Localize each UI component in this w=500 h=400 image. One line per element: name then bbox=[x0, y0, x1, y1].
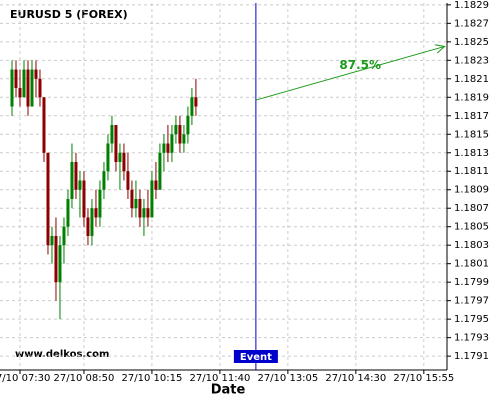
candle-body bbox=[90, 208, 94, 236]
candle-body bbox=[82, 180, 86, 218]
event-box bbox=[233, 350, 278, 363]
candle-body bbox=[158, 152, 162, 190]
candle-body bbox=[114, 125, 118, 163]
y-tick-label: 1.1827 bbox=[454, 18, 489, 29]
candle-body bbox=[186, 115, 190, 135]
y-tick-label: 1.1817 bbox=[454, 111, 489, 122]
x-tick-label: 27/10 15:55 bbox=[393, 373, 454, 384]
candle-body bbox=[138, 198, 142, 218]
y-tick-label: 1.1811 bbox=[454, 166, 489, 177]
candle-body bbox=[194, 97, 198, 107]
candle-body bbox=[26, 69, 30, 107]
candle-body bbox=[46, 152, 50, 246]
candle-body bbox=[78, 180, 82, 190]
candle-body bbox=[22, 69, 26, 98]
candle-body bbox=[54, 235, 58, 283]
y-tick-label: 1.1813 bbox=[454, 148, 489, 159]
x-tick-label: 27/10 08:50 bbox=[54, 373, 115, 384]
watermark: www.delkos.com bbox=[15, 349, 109, 360]
y-tick-label: 1.1801 bbox=[454, 259, 489, 270]
candle-body bbox=[118, 152, 122, 163]
candle-body bbox=[94, 208, 98, 218]
arrow-line bbox=[255, 45, 445, 101]
y-tick-label: 1.1819 bbox=[454, 92, 489, 103]
y-tick-label: 1.1823 bbox=[454, 55, 489, 66]
candle-body bbox=[38, 78, 42, 98]
candle-body bbox=[166, 143, 170, 153]
candle-body bbox=[122, 152, 126, 172]
event-label: Event bbox=[240, 352, 272, 363]
candle-body bbox=[142, 208, 146, 218]
candle-body bbox=[146, 208, 150, 218]
candle-body bbox=[50, 235, 54, 246]
candle-body bbox=[14, 69, 18, 89]
arrow-label: 87.5% bbox=[339, 58, 381, 72]
y-tick-label: 1.1807 bbox=[454, 203, 489, 214]
candle-body bbox=[66, 198, 70, 227]
chart-title: EURUSD 5 (FOREX) bbox=[10, 8, 128, 21]
y-tick-label: 1.1803 bbox=[454, 240, 489, 251]
candle-body bbox=[126, 171, 130, 190]
candle-body bbox=[98, 189, 102, 218]
y-tick-label: 1.1797 bbox=[454, 296, 489, 307]
candle-body bbox=[86, 217, 90, 236]
y-tick-label: 1.1795 bbox=[454, 314, 489, 325]
y-tick-label: 1.1829 bbox=[454, 0, 489, 11]
y-tick-label: 1.1791 bbox=[454, 351, 489, 362]
candle-body bbox=[70, 162, 74, 199]
candle-body bbox=[130, 189, 134, 209]
x-axis-label: Date bbox=[211, 383, 246, 398]
candle-body bbox=[150, 180, 154, 218]
candle-body bbox=[170, 134, 174, 153]
candle-body bbox=[18, 88, 22, 98]
candle-body bbox=[30, 69, 34, 107]
y-tick-label: 1.1821 bbox=[454, 74, 489, 85]
candle-body bbox=[110, 125, 114, 144]
candle-body bbox=[102, 171, 106, 190]
y-tick-label: 1.1825 bbox=[454, 37, 489, 48]
x-tick-label: 27/10 13:05 bbox=[257, 373, 318, 384]
candle-body bbox=[182, 134, 186, 144]
candle-body bbox=[10, 69, 14, 107]
y-tick-label: 1.1793 bbox=[454, 333, 489, 344]
x-tick-label: 27/10 10:15 bbox=[122, 373, 183, 384]
candle-body bbox=[74, 162, 78, 190]
x-tick-label: 27/10 07:30 bbox=[0, 373, 50, 384]
candle-body bbox=[34, 69, 38, 79]
y-tick-label: 1.1805 bbox=[454, 222, 489, 233]
candle-body bbox=[174, 125, 178, 135]
y-tick-label: 1.1799 bbox=[454, 277, 489, 288]
x-tick-label: 27/10 14:30 bbox=[325, 373, 386, 384]
x-tick-label: 27/10 11:40 bbox=[189, 373, 250, 384]
y-tick-label: 1.1809 bbox=[454, 185, 489, 196]
candle-body bbox=[162, 143, 166, 153]
arrow-head bbox=[434, 44, 446, 54]
y-tick-label: 1.1815 bbox=[454, 129, 489, 140]
candle-body bbox=[154, 180, 158, 190]
candle-body bbox=[134, 198, 138, 209]
candle-body bbox=[62, 226, 66, 246]
candle-body bbox=[42, 97, 46, 153]
candle-body bbox=[106, 143, 110, 172]
candle-body bbox=[190, 97, 194, 116]
candle-body bbox=[178, 125, 182, 144]
candle-body bbox=[58, 245, 62, 283]
